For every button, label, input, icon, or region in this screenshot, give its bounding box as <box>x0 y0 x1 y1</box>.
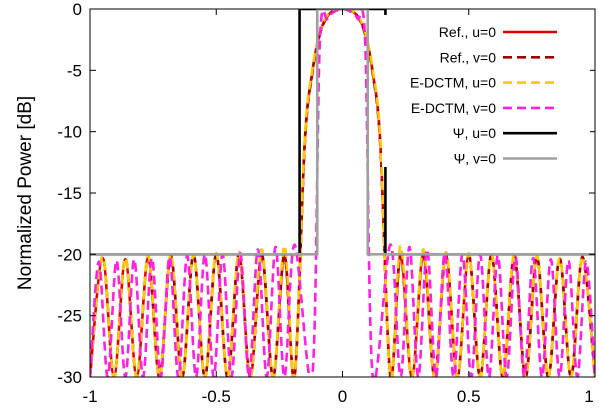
legend-label: Ref., u=0 <box>439 24 496 40</box>
x-tick-label: 0.5 <box>457 387 481 406</box>
legend-label: Ref., v=0 <box>440 49 497 65</box>
legend-label: Ψ, v=0 <box>454 151 497 167</box>
series-layer <box>90 9 595 377</box>
y-tick-label: -5 <box>67 61 82 80</box>
y-tick-label: -30 <box>57 368 82 387</box>
y-axis-title: Normalized Power [dB] <box>15 96 36 290</box>
legend: Ref., u=0 Ref., v=0 E-DCTM, u=0 E-DCTM, v=0… <box>382 15 590 167</box>
y-tick-label: 0 <box>73 0 82 19</box>
legend-background <box>382 15 590 167</box>
series-line-6 <box>90 9 595 256</box>
legend-label: E-DCTM, v=0 <box>411 100 496 116</box>
y-tick-label: -20 <box>57 245 82 264</box>
y-tick-label: -15 <box>57 184 82 203</box>
series-line-3 <box>90 9 595 377</box>
legend-label: E-DCTM, u=0 <box>410 75 496 91</box>
y-tick-label: -25 <box>57 307 82 326</box>
x-tick-label: -0.5 <box>202 387 231 406</box>
x-tick-label: 0 <box>338 387 347 406</box>
ticks-layer: -1 -0.5 0 0.5 1 0 -5 -10 -15 -20 -25 -30 <box>57 0 596 406</box>
x-tick-label: 1 <box>584 387 593 406</box>
y-tick-label: -10 <box>57 123 82 142</box>
legend-label: Ψ, u=0 <box>453 125 496 141</box>
x-tick-label: -1 <box>82 387 97 406</box>
